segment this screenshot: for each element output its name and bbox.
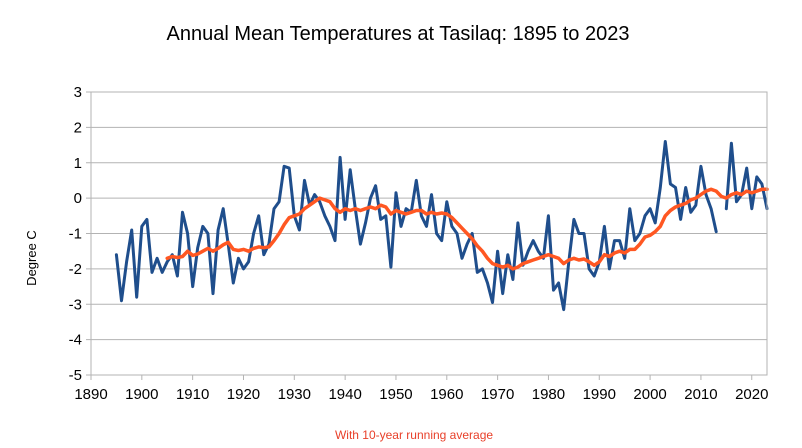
x-tick-label: 1930 xyxy=(278,386,311,403)
series-lines xyxy=(114,140,769,312)
x-tick-label: 1960 xyxy=(430,386,463,403)
x-tick-label: 1990 xyxy=(583,386,616,403)
x-tick-label: 1950 xyxy=(379,386,412,403)
axes xyxy=(86,91,768,380)
chart-title: Annual Mean Temperatures at Tasilaq: 189… xyxy=(167,23,630,45)
y-tick-label: 0 xyxy=(74,190,82,207)
y-tick-label: -2 xyxy=(69,261,82,278)
x-tick-labels: 1890 1900 1910 1920 1930 1940 1950 1960 1970 1980… xyxy=(74,386,768,403)
x-tick-label: 1900 xyxy=(125,386,158,403)
x-tick-label: 2000 xyxy=(633,386,666,403)
y-axis-label: Degree C xyxy=(24,230,39,286)
y-tick-label: -5 xyxy=(69,367,82,384)
x-tick-label: 2020 xyxy=(735,386,768,403)
y-tick-label: -4 xyxy=(69,332,82,349)
y-tick-label: 1 xyxy=(74,155,82,172)
x-tick-label: 1910 xyxy=(176,386,209,403)
x-tick-label: 2010 xyxy=(684,386,717,403)
plot-area xyxy=(86,91,769,380)
x-tick-label: 1970 xyxy=(481,386,514,403)
y-tick-label: 3 xyxy=(74,84,82,101)
y-tick-label: -1 xyxy=(69,226,82,243)
x-tick-label: 1920 xyxy=(227,386,260,403)
y-tick-label: 2 xyxy=(74,119,82,136)
y-tick-label: -3 xyxy=(69,296,82,313)
x-tick-label: 1940 xyxy=(328,386,361,403)
plot-frame xyxy=(90,91,768,376)
x-tick-label: 1980 xyxy=(532,386,565,403)
running-average-line xyxy=(165,187,769,271)
y-tick-labels: 3 2 1 0 -1 -2 -3 -4 -5 xyxy=(69,84,82,384)
chart-subtitle: With 10-year running average xyxy=(335,428,493,442)
x-tick-label: 1890 xyxy=(74,386,107,403)
